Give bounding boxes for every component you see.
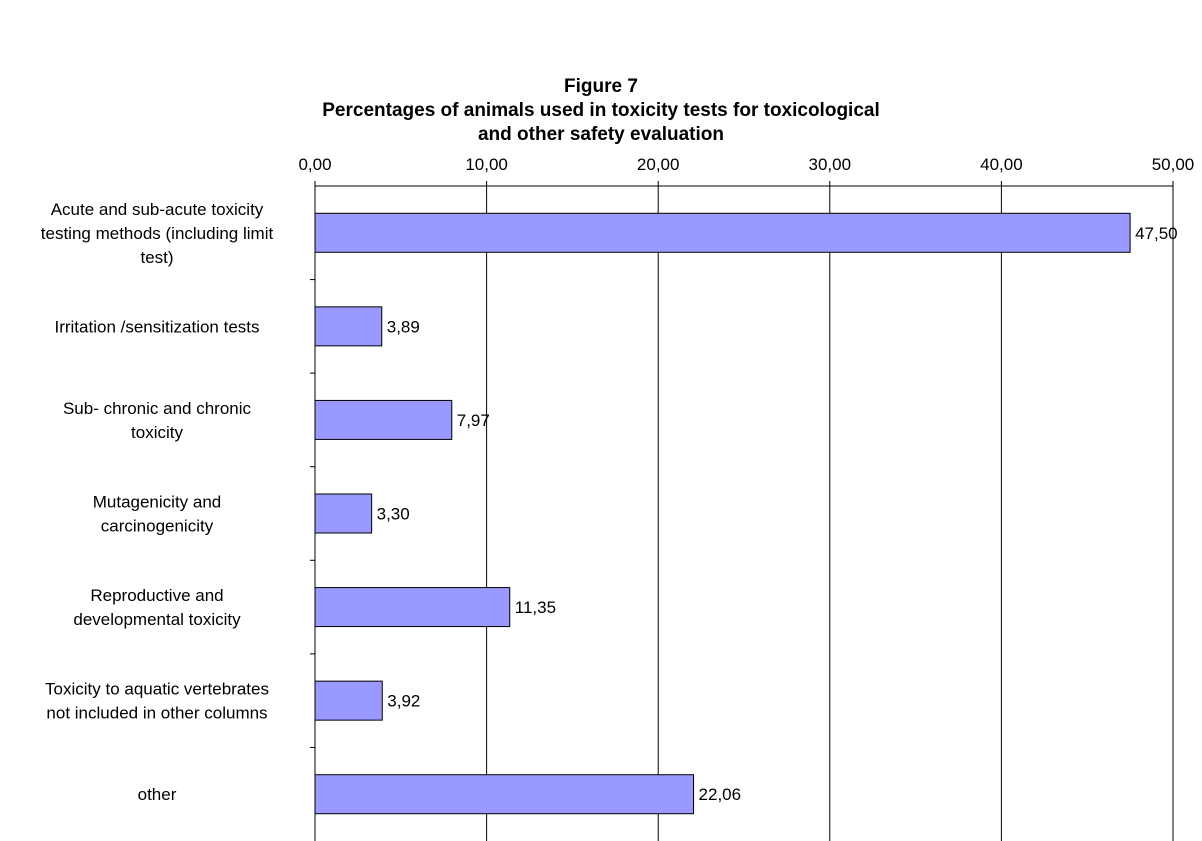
x-tick-label: 30,00 — [809, 155, 852, 174]
x-tick-label: 20,00 — [637, 155, 680, 174]
data-label: 7,97 — [457, 411, 490, 430]
data-label: 3,89 — [387, 317, 420, 336]
x-tick-label: 40,00 — [980, 155, 1023, 174]
category-label: Acute and sub-acute toxicity — [51, 200, 264, 219]
chart-title-line-2: and other safety evaluation — [477, 124, 724, 145]
data-label: 47,50 — [1135, 224, 1178, 243]
category-label: not included in other columns — [46, 704, 267, 723]
data-label: 11,35 — [515, 598, 556, 617]
chart-title-line-1: Percentages of animals used in toxicity … — [322, 100, 880, 121]
category-label: test) — [140, 248, 173, 267]
bar — [314, 774, 695, 815]
category-label: testing methods (including limit — [41, 224, 274, 243]
category-label: toxicity — [131, 423, 183, 442]
data-label: 3,92 — [387, 692, 420, 711]
category-label: other — [138, 785, 177, 804]
x-tick-label: 0,00 — [298, 155, 331, 174]
category-label: Sub- chronic and chronic — [63, 399, 252, 418]
category-label: Reproductive and — [90, 586, 223, 605]
figure-label: Figure 7 — [564, 76, 638, 97]
bar — [314, 212, 1131, 253]
category-label: Mutagenicity and — [93, 493, 222, 512]
x-tick-label: 10,00 — [465, 155, 508, 174]
data-label: 3,30 — [377, 505, 410, 524]
x-tick-label: 50,00 — [1152, 155, 1195, 174]
bar — [314, 680, 383, 721]
category-label: carcinogenicity — [101, 517, 214, 536]
category-label: developmental toxicity — [73, 610, 241, 629]
bar — [314, 587, 511, 628]
category-label: Toxicity to aquatic vertebrates — [45, 680, 269, 699]
bar — [314, 306, 383, 347]
category-label: Irritation /sensitization tests — [54, 317, 259, 336]
bar — [314, 493, 373, 534]
data-label: 22,06 — [699, 785, 742, 804]
bar — [314, 399, 453, 440]
